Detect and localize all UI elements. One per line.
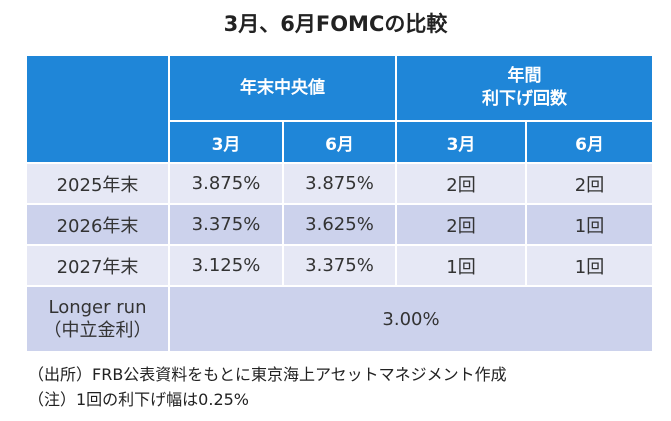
row-label: 2026年末 xyxy=(25,203,170,246)
subheader-cuts-march: 3月 xyxy=(395,120,527,164)
footnotes: （出所）FRB公表資料をもとに東京海上アセットマネジメント作成 （注）1回の利下… xyxy=(28,362,507,412)
longer-run-value: 3.00% xyxy=(168,285,654,353)
subheader-cuts-june: 6月 xyxy=(525,120,654,164)
subheader-median-march: 3月 xyxy=(168,120,284,164)
table-row: 2027年末 3.125% 3.375% 1回 1回 xyxy=(25,244,654,287)
table-row: 2026年末 3.375% 3.625% 2回 1回 xyxy=(25,203,654,246)
table-cell: 2回 xyxy=(395,203,527,246)
table-cell: 3.875% xyxy=(282,162,397,205)
row-label: 2027年末 xyxy=(25,244,170,287)
table-row-longer-run: Longer run （中立金利） 3.00% xyxy=(25,285,654,353)
table-cell: 3.375% xyxy=(168,203,284,246)
table-cell: 1回 xyxy=(395,244,527,287)
table-cell: 3.375% xyxy=(282,244,397,287)
table-row: 2025年末 3.875% 3.875% 2回 2回 xyxy=(25,162,654,205)
neutral-rate-label: （中立金利） xyxy=(43,320,152,341)
longer-run-label: Longer run xyxy=(48,296,147,318)
table-cell: 2回 xyxy=(395,162,527,205)
table-cell: 3.125% xyxy=(168,244,284,287)
header-rate-cuts-group: 年間 利下げ回数 xyxy=(395,54,654,122)
subheader-median-june: 6月 xyxy=(282,120,397,164)
row-label: 2025年末 xyxy=(25,162,170,205)
table-cell: 3.625% xyxy=(282,203,397,246)
table-subheader-row: 3月 6月 3月 6月 xyxy=(26,120,654,164)
table-cell: 2回 xyxy=(525,162,654,205)
page-title: 3月、6月FOMCの比較 xyxy=(223,12,448,36)
header-corner-cell xyxy=(25,54,170,164)
header-rate-cuts-line2: 利下げ回数 xyxy=(482,89,567,109)
header-median-group: 年末中央値 xyxy=(168,54,397,122)
fomc-comparison-table: 年末中央値 年間 利下げ回数 3月 6月 3月 6月 2025年末 3.875%… xyxy=(25,54,654,353)
table-cell: 3.875% xyxy=(168,162,284,205)
table-cell: 1回 xyxy=(525,203,654,246)
table-cell: 1回 xyxy=(525,244,654,287)
row-label-longer-run: Longer run （中立金利） xyxy=(25,285,170,353)
header-rate-cuts-line1: 年間 xyxy=(507,66,542,87)
rate-cut-note: （注）1回の利下げ幅は0.25% xyxy=(28,390,250,409)
table-header-row: 年末中央値 年間 利下げ回数 xyxy=(25,54,654,164)
source-note: （出所）FRB公表資料をもとに東京海上アセットマネジメント作成 xyxy=(28,365,507,384)
